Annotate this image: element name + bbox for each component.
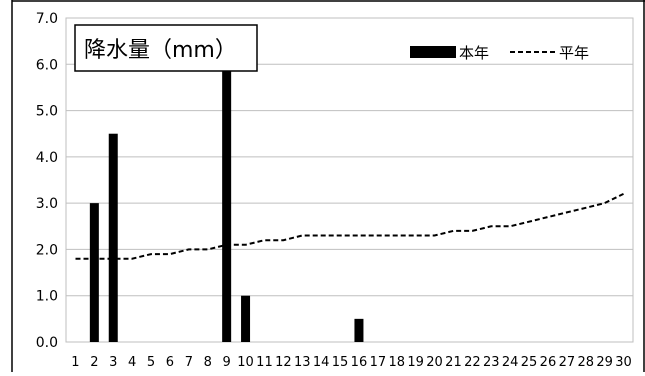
title-layer: 降水量（mm） [74, 24, 258, 72]
y-tick-label: 7.0 [36, 11, 58, 27]
x-tick-label: 18 [388, 355, 405, 370]
x-tick-label: 21 [445, 355, 462, 370]
x-tick-label: 4 [128, 355, 136, 370]
x-tick-label: 24 [502, 355, 519, 370]
title-box [74, 24, 258, 72]
line-layer [75, 193, 624, 260]
x-tick-label: 1 [71, 355, 79, 370]
x-tick-label: 14 [313, 355, 330, 370]
x-tick-label: 15 [332, 355, 349, 370]
x-tick-label: 22 [464, 355, 481, 370]
x-tick-label: 9 [223, 355, 231, 370]
y-tick-label: 2.0 [36, 242, 58, 258]
x-tick-label: 28 [577, 355, 594, 370]
x-tick-label: 2 [90, 355, 98, 370]
y-tick-label: 4.0 [36, 150, 58, 166]
x-tick-label: 20 [426, 355, 443, 370]
legend-line-label: 平年 [559, 44, 589, 62]
bar-mark [222, 64, 232, 343]
legend-bar-label: 本年 [459, 44, 489, 62]
line-series-mark [75, 193, 624, 260]
y-tick-label: 3.0 [36, 196, 58, 212]
legend-bar-swatch [410, 46, 456, 58]
x-tick-label: 10 [237, 355, 254, 370]
x-tick-label: 6 [166, 355, 174, 370]
x-tick-label: 11 [256, 355, 273, 370]
y-tick-label: 0.0 [36, 335, 58, 351]
x-tick-label: 7 [185, 355, 193, 370]
x-tick-label: 23 [483, 355, 500, 370]
plot-area-border [65, 17, 634, 343]
y-tick-label: 1.0 [36, 289, 58, 305]
axis-layer: 0.01.02.03.04.05.06.07.01 2 3 4 5 6 7 8 9 10 11 12 1… [11, 0, 645, 372]
x-tick-label: 8 [204, 355, 212, 370]
x-tick-label: 5 [147, 355, 155, 370]
x-tick-label: 13 [294, 355, 311, 370]
y-tick-label: 5.0 [36, 104, 58, 120]
x-tick-label: 30 [615, 355, 632, 370]
bar-mark [241, 295, 251, 342]
bar-layer [89, 64, 364, 343]
x-tick-label: 16 [351, 355, 368, 370]
bar-mark [354, 318, 364, 342]
x-tick-label: 3 [109, 355, 117, 370]
x-tick-label: 12 [275, 355, 292, 370]
y-tick-label: 6.0 [36, 57, 58, 73]
x-tick-label: 26 [540, 355, 557, 370]
x-tick-label: 25 [521, 355, 538, 370]
x-tick-label: 17 [370, 355, 387, 370]
chart-title: 降水量（mm） [84, 38, 237, 63]
bar-mark [108, 133, 118, 342]
x-tick-label: 27 [559, 355, 576, 370]
x-tick-label: 29 [596, 355, 613, 370]
legend-layer: 本年 平年 [410, 44, 589, 62]
bar-mark [89, 203, 99, 342]
x-tick-label: 19 [407, 355, 424, 370]
